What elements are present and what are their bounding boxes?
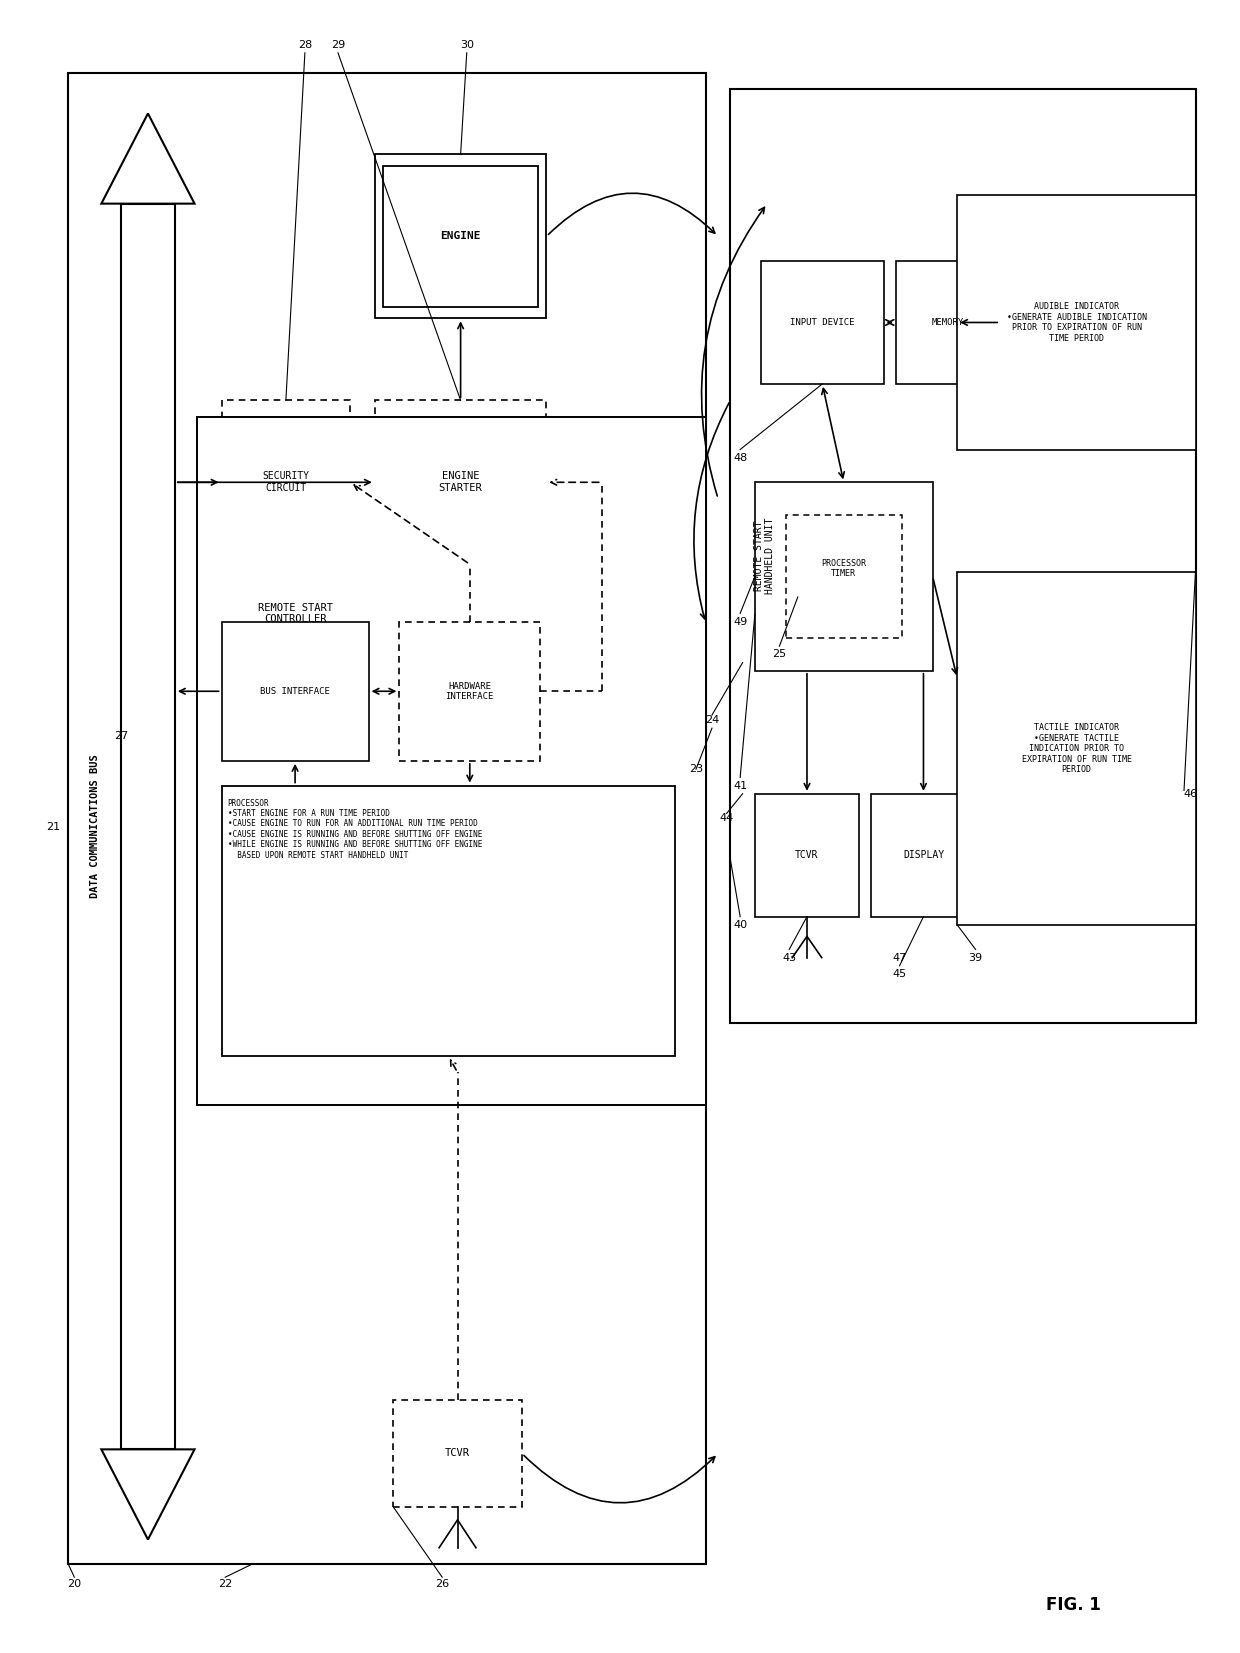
- Polygon shape: [102, 1450, 195, 1539]
- Text: 48: 48: [733, 453, 748, 463]
- Text: DATA COMMUNICATIONS BUS: DATA COMMUNICATIONS BUS: [91, 755, 100, 898]
- Bar: [197, 417, 706, 1106]
- Text: DISPLAY: DISPLAY: [903, 850, 944, 860]
- Text: TCVR: TCVR: [795, 850, 818, 860]
- Text: 25: 25: [773, 650, 786, 660]
- Text: REMOTE START
CONTROLLER: REMOTE START CONTROLLER: [258, 603, 332, 625]
- Bar: [222, 400, 350, 564]
- Text: 44: 44: [719, 813, 734, 823]
- Text: MEMORY: MEMORY: [931, 317, 965, 327]
- Text: TCVR: TCVR: [445, 1448, 470, 1458]
- Text: TACTILE INDICATOR
•GENERATE TACTILE
INDICATION PRIOR TO
EXPIRATION OF RUN TIME
P: TACTILE INDICATOR •GENERATE TACTILE INDI…: [1022, 724, 1132, 774]
- Bar: [68, 73, 706, 1564]
- Text: 21: 21: [46, 822, 61, 831]
- Text: 20: 20: [67, 1579, 82, 1589]
- Bar: [393, 1400, 522, 1508]
- Text: 29: 29: [331, 40, 345, 50]
- Text: 27: 27: [114, 731, 128, 741]
- Text: SECURITY
CIRCUIT: SECURITY CIRCUIT: [263, 471, 310, 493]
- Text: FIG. 1: FIG. 1: [1047, 1597, 1101, 1613]
- Text: 23: 23: [689, 764, 703, 774]
- Text: 28: 28: [298, 40, 312, 50]
- Text: BUS INTERFACE: BUS INTERFACE: [260, 686, 330, 696]
- Text: 47: 47: [893, 952, 906, 962]
- Bar: [957, 572, 1197, 924]
- Text: 22: 22: [218, 1579, 232, 1589]
- Text: PROCESSOR
TIMER: PROCESSOR TIMER: [821, 559, 867, 579]
- Text: INPUT DEVICE: INPUT DEVICE: [790, 317, 854, 327]
- Text: 30: 30: [460, 40, 474, 50]
- Text: ENGINE: ENGINE: [440, 231, 481, 241]
- Text: PROCESSOR
•START ENGINE FOR A RUN TIME PERIOD
•CAUSE ENGINE TO RUN FOR AN ADDITI: PROCESSOR •START ENGINE FOR A RUN TIME P…: [228, 798, 482, 860]
- Bar: [755, 793, 859, 917]
- Bar: [374, 154, 547, 319]
- Polygon shape: [102, 114, 195, 203]
- Text: 46: 46: [1183, 788, 1197, 798]
- Bar: [895, 261, 1001, 383]
- Text: 24: 24: [704, 716, 719, 726]
- Text: 39: 39: [968, 952, 982, 962]
- Text: 45: 45: [893, 969, 906, 979]
- Bar: [222, 785, 675, 1056]
- Bar: [957, 195, 1197, 450]
- Text: 40: 40: [733, 919, 748, 931]
- Text: AUDIBLE INDICATOR
•GENERATE AUDIBLE INDICATION
PRIOR TO EXPIRATION OF RUN
TIME P: AUDIBLE INDICATOR •GENERATE AUDIBLE INDI…: [1007, 302, 1147, 342]
- Bar: [872, 793, 976, 917]
- Text: 49: 49: [733, 617, 748, 626]
- Text: 43: 43: [782, 952, 796, 962]
- Text: 26: 26: [435, 1579, 449, 1589]
- Bar: [785, 516, 901, 638]
- Text: ENGINE
STARTER: ENGINE STARTER: [439, 471, 482, 493]
- Text: HARDWARE
INTERFACE: HARDWARE INTERFACE: [445, 681, 494, 701]
- Bar: [383, 165, 538, 307]
- Text: 41: 41: [733, 780, 748, 790]
- Polygon shape: [122, 203, 175, 1450]
- Bar: [374, 400, 547, 564]
- Bar: [730, 89, 1197, 1023]
- Bar: [222, 622, 368, 760]
- Text: REMOTE START
HANDHELD UNIT: REMOTE START HANDHELD UNIT: [754, 517, 775, 593]
- Bar: [755, 483, 932, 671]
- Bar: [399, 622, 541, 760]
- Bar: [761, 261, 884, 383]
